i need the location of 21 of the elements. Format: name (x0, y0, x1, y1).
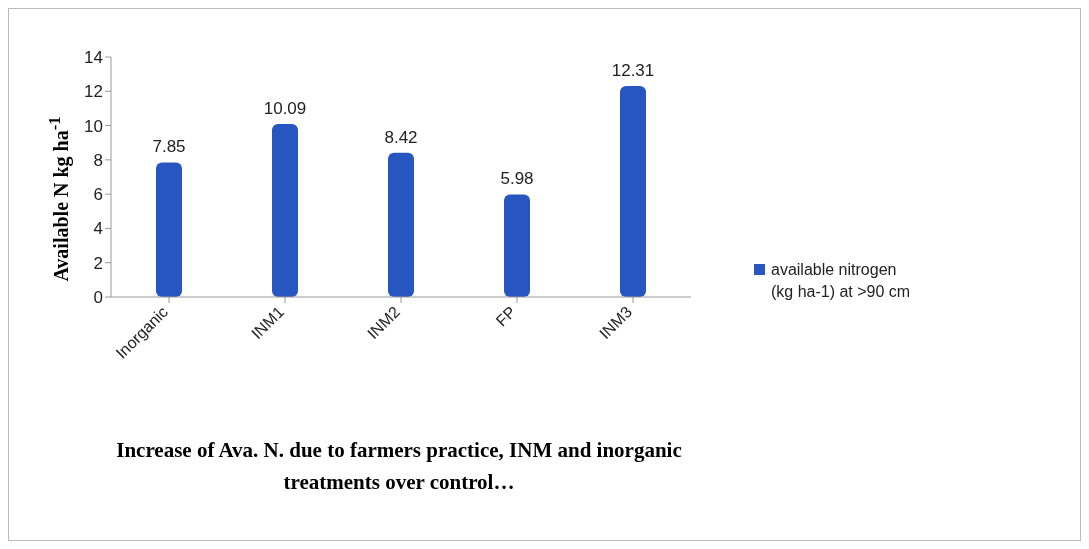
bar (272, 124, 298, 297)
data-label: 8.42 (384, 127, 418, 147)
data-label: 5.98 (500, 169, 534, 189)
data-label: 10.09 (263, 99, 307, 119)
y-tick-label: 4 (93, 219, 103, 239)
bar (504, 194, 530, 297)
bar (156, 162, 182, 297)
y-tick-label: 14 (84, 48, 103, 68)
y-tick-label: 12 (84, 82, 103, 102)
y-tick-label: 0 (93, 288, 103, 308)
data-label: 7.85 (152, 137, 186, 157)
y-tick-label: 8 (93, 150, 103, 170)
legend-label: available nitrogen (kg ha-1) at >90 cm (771, 260, 912, 302)
y-tick-label: 6 (93, 185, 103, 205)
text: Increase of Ava. N. due to farmers practice, INM and inorganic treatments over control… (115, 437, 683, 496)
bar (620, 85, 646, 297)
y-tick-label: 2 (93, 253, 103, 273)
y-tick-label: 10 (84, 116, 103, 136)
bar (388, 152, 414, 297)
x-tick-label: FP (492, 303, 520, 330)
data-label: 12.31 (611, 60, 655, 80)
